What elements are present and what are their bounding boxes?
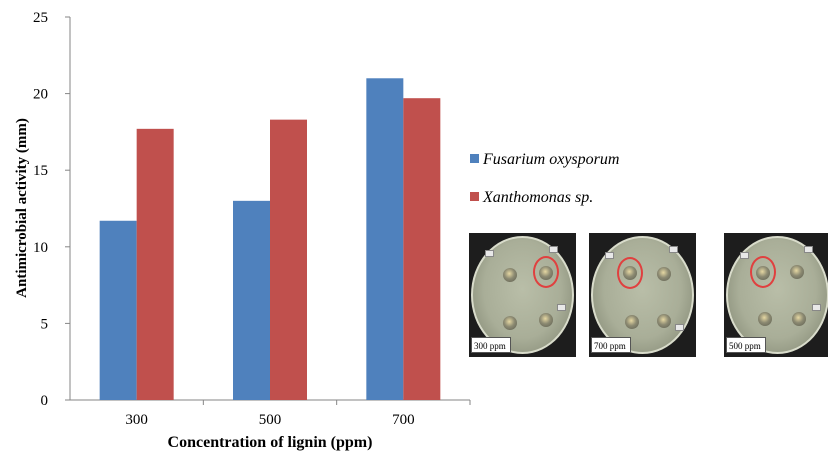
photo-label: 500 ppm — [726, 337, 766, 353]
y-axis-title: Antimicrobial activity (mm) — [14, 118, 30, 298]
y-tick-label: 15 — [33, 163, 48, 179]
x-tick-label: 700 — [392, 412, 415, 428]
legend-swatch-fusarium — [470, 154, 479, 163]
photo-label: 700 ppm — [591, 337, 631, 353]
inhibition-zone-marker — [750, 256, 776, 288]
petri-dish-photo-300: 300 ppm — [469, 233, 576, 357]
bar-xanthomonas-500 — [270, 119, 307, 401]
legend-label-fusarium: Fusarium oxysporum — [483, 151, 620, 168]
photo-label: 300 ppm — [471, 337, 511, 353]
y-tick-label: 5 — [41, 316, 49, 332]
petri-dish — [726, 236, 828, 354]
legend-item-fusarium: Fusarium oxysporum — [470, 151, 619, 169]
bar-xanthomonas-700 — [403, 98, 441, 401]
petri-dish-photo-700: 700 ppm — [589, 233, 696, 357]
inhibition-zone-marker — [533, 256, 559, 288]
inhibition-zone-marker — [617, 257, 643, 289]
petri-dish-photo-500: 500 ppm — [724, 233, 828, 357]
petri-dish — [591, 236, 694, 354]
bar-xanthomonas-300 — [136, 128, 174, 400]
x-tick-label: 500 — [259, 412, 282, 428]
bar-fusarium-700 — [366, 78, 404, 400]
legend-swatch-xanthomonas — [470, 192, 479, 201]
y-tick-label: 25 — [33, 10, 48, 26]
y-tick-label: 10 — [33, 240, 48, 256]
x-axis-title: Concentration of lignin (ppm) — [168, 434, 373, 451]
x-tick-label: 300 — [125, 412, 148, 428]
y-tick-label: 0 — [41, 393, 49, 409]
petri-dish — [471, 236, 574, 354]
bar-fusarium-300 — [99, 220, 137, 400]
legend-label-xanthomonas: Xanthomonas sp. — [483, 189, 594, 206]
y-tick-label: 20 — [33, 87, 48, 103]
bar-fusarium-500 — [233, 200, 270, 400]
legend-item-xanthomonas: Xanthomonas sp. — [470, 189, 593, 207]
